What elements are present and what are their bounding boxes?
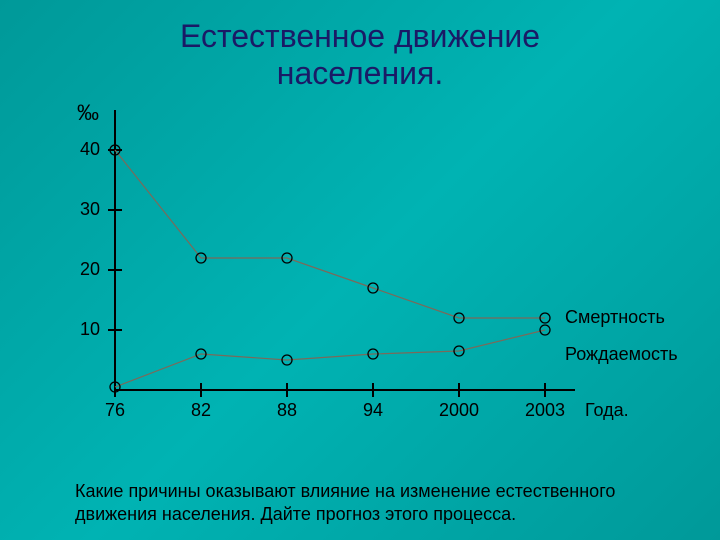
xtick-label: 76 [105, 400, 125, 421]
xtick-label: 2000 [439, 400, 479, 421]
legend-label-0: Смертность [565, 307, 665, 328]
title-line-2: населения. [277, 55, 443, 91]
ytick-label: 40 [70, 139, 100, 160]
caption-line-1: Какие причины оказывают влияние на измен… [75, 481, 615, 501]
ytick-label: 30 [70, 199, 100, 220]
caption: Какие причины оказывают влияние на измен… [75, 480, 655, 525]
ytick-label: 10 [70, 319, 100, 340]
caption-line-2: движения населения. Дайте прогноз этого … [75, 504, 516, 524]
page-title: Естественное движение населения. [0, 0, 720, 92]
y-unit-label: ‰ [77, 100, 99, 126]
ytick-label: 20 [70, 259, 100, 280]
xtick-label: 2003 [525, 400, 565, 421]
xtick-label: 88 [277, 400, 297, 421]
title-line-1: Естественное движение [180, 18, 540, 54]
x-axis-label: Года. [585, 400, 629, 421]
xtick-label: 94 [363, 400, 383, 421]
xtick-label: 82 [191, 400, 211, 421]
legend-label-1: Рождаемость [565, 344, 678, 365]
chart-area: 10203040‰7682889420002003Года.Смертность… [95, 100, 655, 410]
